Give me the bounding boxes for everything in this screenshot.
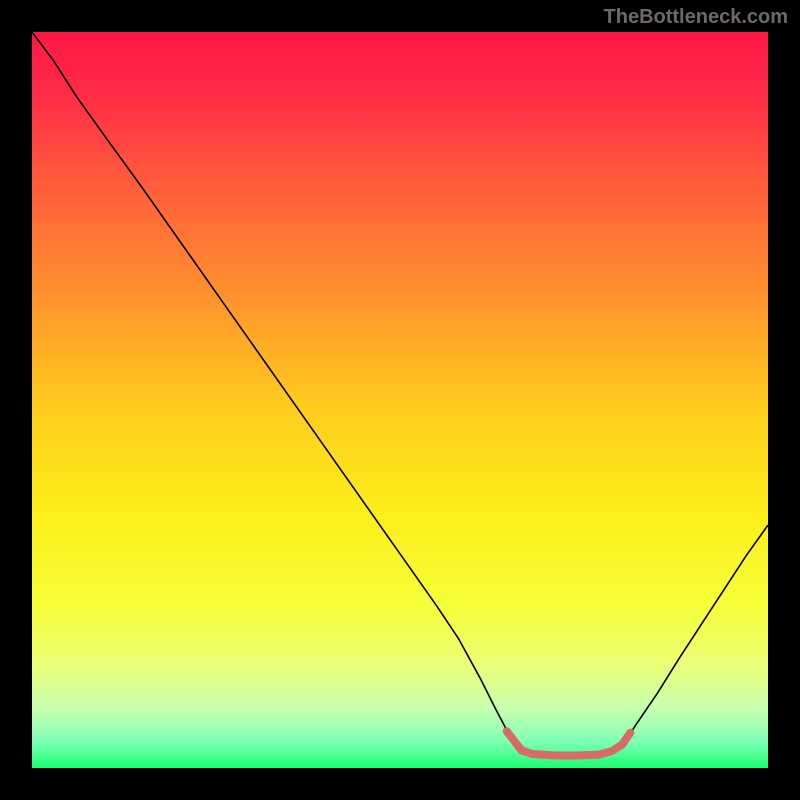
bottleneck-chart <box>0 0 800 800</box>
chart-background <box>32 32 768 768</box>
chart-container: TheBottleneck.com <box>0 0 800 800</box>
watermark-text: TheBottleneck.com <box>604 6 788 29</box>
